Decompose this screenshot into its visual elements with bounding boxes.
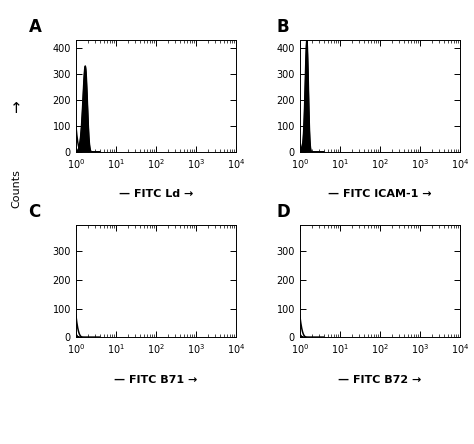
Text: C: C (28, 203, 41, 221)
Text: A: A (28, 17, 41, 36)
Text: — FITC ICAM-1 →: — FITC ICAM-1 → (328, 190, 432, 199)
Text: — FITC Ld →: — FITC Ld → (118, 190, 193, 199)
Text: — FITC B72 →: — FITC B72 → (338, 375, 421, 385)
Text: Counts: Counts (11, 169, 22, 208)
Text: — FITC B71 →: — FITC B71 → (114, 375, 198, 385)
Text: D: D (276, 203, 290, 221)
Text: B: B (276, 17, 289, 36)
Text: ↑: ↑ (10, 101, 23, 116)
